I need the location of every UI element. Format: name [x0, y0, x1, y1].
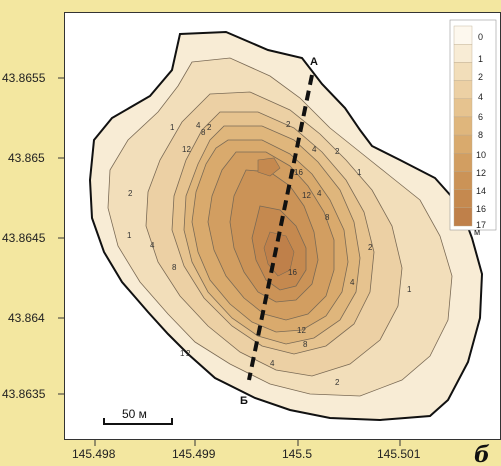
contour-label: 4	[150, 241, 155, 250]
contour-label: 1	[357, 168, 362, 177]
y-tick-label: 43.8635	[2, 387, 46, 401]
legend-swatch	[453, 207, 473, 227]
y-tick-label: 43.8645	[2, 231, 46, 245]
contour-label: 12	[297, 326, 306, 335]
contour-label: 8	[172, 263, 177, 272]
x-tick-label: 145.501	[377, 447, 421, 461]
legend-label: 1	[478, 54, 483, 64]
legend-swatch	[453, 25, 473, 45]
legend-swatches	[453, 25, 473, 227]
x-tick-label: 145.498	[72, 447, 116, 461]
profile-end-label: Б	[240, 395, 248, 407]
contour-label: 8	[201, 128, 206, 137]
legend-label: 0	[478, 32, 483, 42]
legend-swatch	[453, 80, 473, 99]
contour-label: 4	[270, 359, 275, 368]
contour-label: 1	[180, 349, 185, 358]
contour-label: 12	[302, 191, 311, 200]
scale-bar: 50 м	[103, 407, 173, 425]
x-tick-label: 145.5	[282, 447, 312, 461]
legend-labels: 0 1 2 4 6 8 10 12 14 16 17 м	[474, 32, 486, 237]
contour-label: 16	[288, 268, 297, 277]
contour-label: 8	[303, 340, 308, 349]
contour-label: 2	[207, 123, 212, 132]
legend-swatch	[453, 44, 473, 63]
contour-label: 12	[182, 145, 191, 154]
y-tick-label: 43.864	[8, 311, 45, 325]
contour-label: 2	[335, 378, 340, 387]
panel-label: б	[474, 442, 490, 466]
y-tick-label: 43.8655	[2, 71, 46, 85]
legend-unit: м	[474, 227, 480, 237]
contour-label: 4	[350, 278, 355, 287]
y-tick-label: 43.865	[8, 151, 45, 165]
contour-labels: 1 2 4 12 8 2 4 1 2 4 16 12 8 16 4 8 12 2…	[127, 120, 412, 387]
contour-label: 4	[317, 189, 322, 198]
legend-swatch	[453, 171, 473, 190]
legend-swatch	[453, 116, 473, 136]
legend-label: 8	[478, 130, 483, 140]
x-axis: 145.498 145.499 145.5 145.501	[72, 440, 421, 461]
legend-label: 16	[476, 204, 486, 214]
contour-zone-17b	[257, 157, 281, 177]
legend-label: 14	[476, 186, 486, 196]
contour-label: 8	[325, 213, 330, 222]
legend-label: 17	[476, 220, 486, 230]
y-axis: 43.8655 43.865 43.8645 43.864 43.8635	[2, 71, 64, 401]
contour-label: 1	[170, 123, 175, 132]
profile-start-label: А	[310, 56, 318, 68]
legend-swatch	[453, 98, 473, 118]
contour-label: 2	[186, 349, 191, 358]
contour-label: 1	[407, 285, 412, 294]
contour-label: 4	[312, 145, 317, 154]
x-tick-label: 145.499	[172, 447, 216, 461]
profile-dashed-line	[247, 74, 314, 381]
contour-label: 2	[335, 147, 340, 156]
legend: 0 1 2 4 6 8 10 12 14 16 17 м	[449, 19, 497, 237]
profile-line: А Б	[240, 56, 318, 407]
contour-label: 2	[128, 189, 133, 198]
scale-bar-label: 50 м	[122, 407, 147, 421]
legend-swatch	[453, 62, 473, 81]
legend-label: 10	[476, 150, 486, 160]
legend-label: 2	[478, 72, 483, 82]
legend-label: 12	[476, 168, 486, 178]
contour-label: 1	[127, 231, 132, 240]
legend-swatch	[453, 189, 473, 209]
contour-label: 4	[196, 121, 201, 130]
contour-label: 2	[286, 120, 291, 129]
contour-label: 2	[368, 243, 373, 252]
legend-label: 6	[478, 112, 483, 122]
contour-label: 16	[294, 168, 303, 177]
legend-swatch	[453, 153, 473, 172]
legend-label: 4	[478, 92, 483, 102]
scale-bar-line	[103, 418, 173, 425]
legend-swatch	[453, 134, 473, 154]
island-shape	[88, 30, 484, 422]
